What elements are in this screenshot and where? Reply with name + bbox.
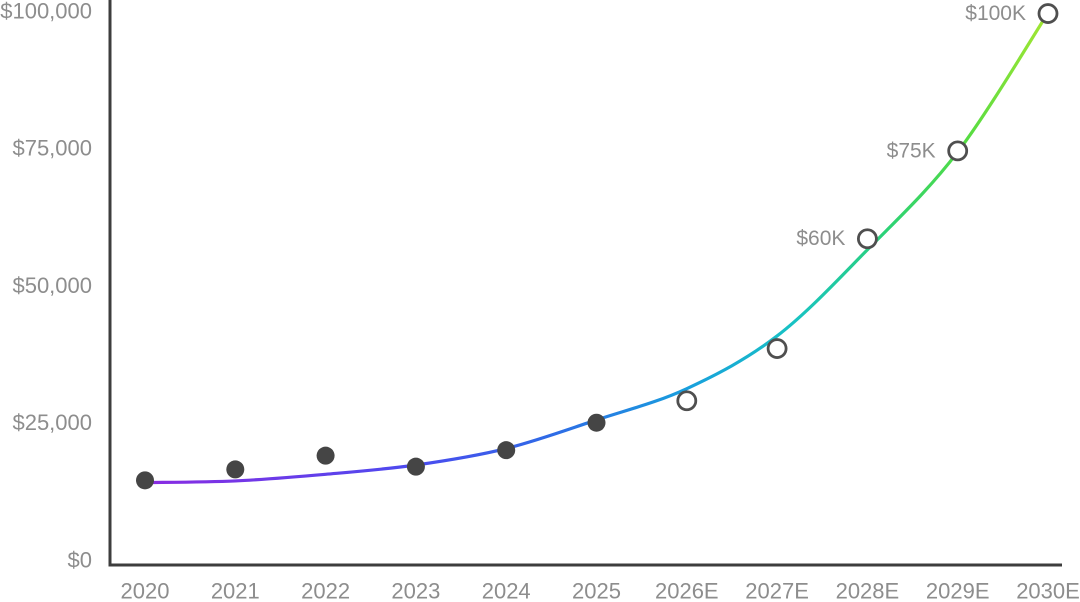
y-tick-label: $50,000	[12, 273, 92, 298]
x-tick-label: 2024	[482, 579, 531, 602]
data-point-estimate-2026E	[676, 390, 698, 412]
data-point-actual-2024	[497, 441, 516, 460]
point-value-label-2029E: $75K	[887, 139, 936, 162]
data-point-actual-2025	[587, 413, 606, 432]
data-point-actual-2020	[136, 471, 154, 490]
x-tick-label: 2030E	[1016, 579, 1080, 602]
x-tick-label: 2025	[572, 579, 621, 602]
point-value-label-2030E: $100K	[965, 2, 1026, 25]
y-tick-label: $75,000	[12, 136, 92, 161]
y-tick-label: $25,000	[12, 410, 92, 435]
x-tick-label: 2023	[391, 579, 440, 602]
y-tick-label: $0	[68, 548, 92, 573]
trend-curve	[143, 11, 1050, 485]
x-tick-label: 2028E	[836, 579, 900, 602]
x-tick-label: 2026E	[655, 579, 719, 602]
data-point-actual-2022	[316, 446, 335, 465]
data-point-actual-2021	[226, 460, 245, 479]
data-point-actual-2023	[406, 457, 425, 476]
axis-spines	[108, 0, 1062, 567]
x-tick-label: 2021	[211, 579, 260, 602]
data-point-estimate-2029E	[947, 140, 969, 162]
point-value-label-2028E: $60K	[796, 227, 845, 250]
data-point-estimate-2030E	[1037, 3, 1059, 24]
y-tick-label: $100,000	[0, 0, 92, 23]
data-point-estimate-2028E	[857, 228, 878, 250]
x-tick-label: 2022	[301, 579, 350, 602]
x-tick-label: 2027E	[745, 579, 809, 602]
x-tick-label: 2020	[121, 579, 170, 602]
data-point-estimate-2027E	[766, 338, 788, 359]
x-tick-label: 2029E	[926, 579, 990, 602]
